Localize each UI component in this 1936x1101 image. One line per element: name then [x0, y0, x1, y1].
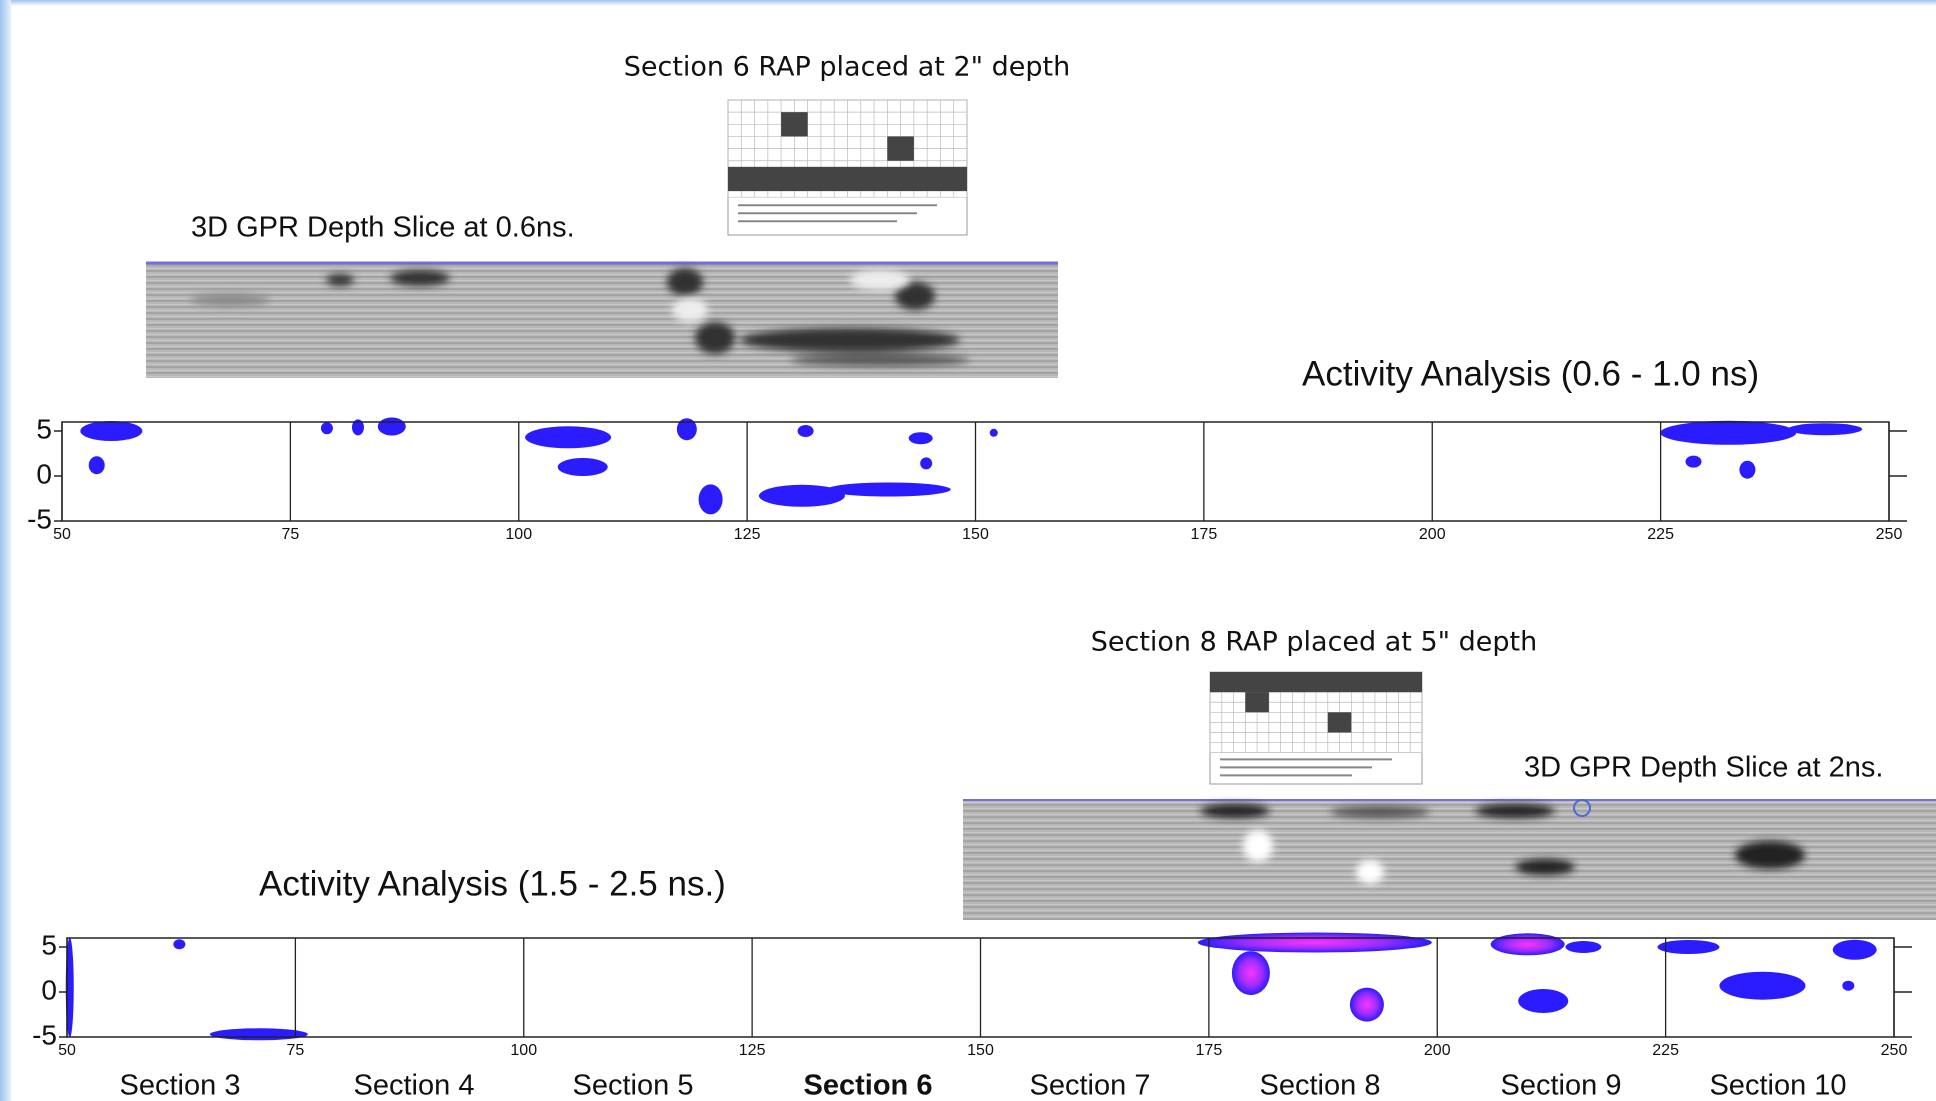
- activity-blob: [558, 458, 608, 476]
- x-tick-label: 100: [505, 526, 532, 543]
- activity-blob: [920, 457, 932, 469]
- section-label: Section 6: [804, 1070, 933, 1101]
- rap-layout-table: [1210, 672, 1422, 784]
- section-label: Section 4: [354, 1070, 475, 1101]
- activity-blob: [1657, 940, 1719, 954]
- section-label: Section 9: [1501, 1070, 1622, 1101]
- activity-blob: [80, 421, 142, 441]
- x-tick-label: 200: [1419, 526, 1446, 543]
- rap-layout-table: [728, 100, 967, 235]
- table-cell: [1328, 712, 1352, 732]
- left-border: [0, 0, 11, 1101]
- activity-blob: [1198, 933, 1432, 953]
- x-tick-label: 150: [962, 526, 989, 543]
- table-cell: [887, 136, 914, 160]
- x-tick-label: 75: [286, 1042, 304, 1059]
- section-label: Section 3: [120, 1070, 241, 1101]
- activity-blob: [1232, 951, 1270, 995]
- y-tick-label: -5: [32, 1019, 57, 1050]
- activity-blob: [1739, 461, 1755, 479]
- section-label: Section 7: [1030, 1070, 1151, 1101]
- y-tick-label: 0: [41, 974, 57, 1005]
- panel-title: Activity Analysis (0.6 - 1.0 ns): [1302, 354, 1759, 393]
- y-tick-label: 0: [36, 458, 52, 489]
- activity-blob: [1565, 941, 1601, 953]
- activity-blob: [173, 939, 185, 949]
- x-tick-label: 50: [53, 526, 71, 543]
- activity-blob: [1660, 421, 1796, 445]
- activity-blob: [525, 426, 611, 448]
- activity-blob: [89, 456, 105, 474]
- x-tick-label: 75: [281, 526, 299, 543]
- x-tick-label: 200: [1424, 1042, 1451, 1059]
- caption: 3D GPR Depth Slice at 0.6ns.: [191, 212, 575, 244]
- x-tick-label: 175: [1196, 1042, 1223, 1059]
- x-tick-label: 150: [967, 1042, 994, 1059]
- activity-blob: [909, 432, 933, 444]
- x-tick-label: 175: [1191, 526, 1218, 543]
- x-tick-label: 100: [510, 1042, 537, 1059]
- activity-blob: [321, 422, 333, 434]
- activity-blob: [378, 418, 406, 436]
- caption: Section 6 RAP placed at 2" depth: [624, 52, 1071, 83]
- slide: Section 6 RAP placed at 2" depth 3D GPR …: [0, 0, 1936, 1101]
- caption: Section 8 RAP placed at 5" depth: [1091, 627, 1538, 658]
- activity-blob: [1788, 423, 1862, 435]
- top-border: [0, 0, 1936, 6]
- activity-blob: [1719, 972, 1805, 1000]
- table-band: [728, 167, 967, 191]
- activity-blob: [1491, 933, 1565, 955]
- activity-blob: [210, 1028, 308, 1040]
- activity-blob: [1518, 989, 1568, 1013]
- x-tick-label: 125: [734, 526, 761, 543]
- activity-blob: [1833, 940, 1877, 960]
- section-label: Section 8: [1260, 1070, 1381, 1101]
- table-band: [1210, 672, 1422, 692]
- y-tick-label: -5: [27, 503, 52, 534]
- y-tick-label: 5: [41, 929, 57, 960]
- activity-blob: [1686, 456, 1702, 468]
- x-tick-label: 225: [1652, 1042, 1679, 1059]
- section-label: Section 5: [573, 1070, 694, 1101]
- table-cell: [1245, 692, 1269, 712]
- x-tick-label: 250: [1881, 1042, 1908, 1059]
- y-tick-label: 5: [36, 413, 52, 444]
- x-tick-label: 125: [739, 1042, 766, 1059]
- activity-blob: [699, 484, 723, 514]
- x-tick-label: 250: [1876, 526, 1903, 543]
- caption: 3D GPR Depth Slice at 2ns.: [1524, 752, 1883, 784]
- activity-blob: [1350, 988, 1384, 1022]
- gpr-slice: [963, 799, 1936, 920]
- activity-blob: [798, 425, 814, 437]
- gpr-slice: [146, 262, 1058, 378]
- activity-blob: [827, 483, 951, 497]
- activity-blob: [1842, 981, 1854, 991]
- x-tick-label: 50: [58, 1042, 76, 1059]
- activity-blob: [990, 429, 998, 437]
- panel-title: Activity Analysis (1.5 - 2.5 ns.): [259, 864, 726, 903]
- x-tick-label: 225: [1647, 526, 1674, 543]
- section-label: Section 10: [1709, 1070, 1846, 1101]
- table-cell: [781, 112, 808, 136]
